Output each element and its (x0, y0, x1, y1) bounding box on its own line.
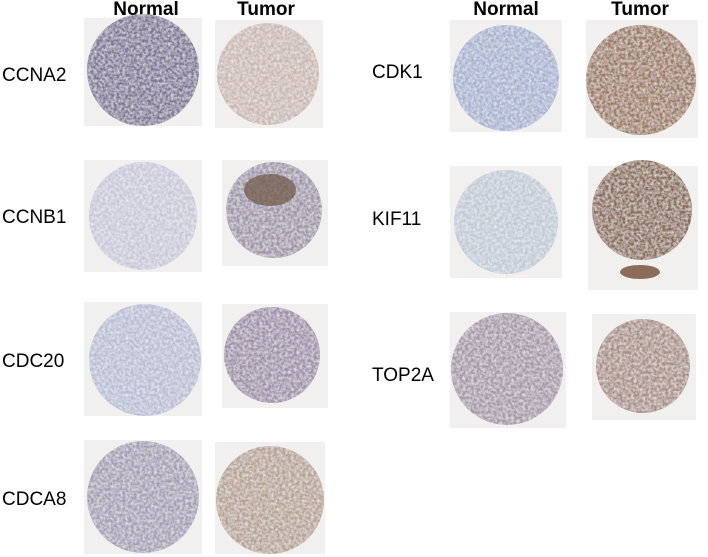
column-header: Tumor (237, 0, 295, 20)
tissue-core (592, 160, 692, 260)
tissue-core (453, 25, 559, 131)
tissue-core (87, 14, 199, 126)
tissue-core (217, 23, 319, 125)
tissue-images (84, 14, 698, 554)
gene-label: CDCA8 (2, 489, 66, 510)
gene-label: TOP2A (372, 365, 434, 386)
gene-label: CCNB1 (2, 207, 66, 228)
tissue-core (89, 162, 197, 270)
gene-label: CDK1 (372, 62, 423, 83)
tissue-core (87, 441, 199, 553)
gene-label: KIF11 (372, 209, 421, 230)
tissue-fragment (620, 265, 660, 279)
column-header: Tumor (611, 0, 669, 20)
gene-label: CDC20 (2, 351, 64, 372)
column-header: Normal (113, 0, 178, 20)
tissue-core (451, 313, 563, 425)
tissue-core (224, 307, 320, 403)
tissue-core (586, 25, 696, 135)
tissue-core (216, 446, 324, 554)
column-header: Normal (473, 0, 538, 20)
stain (244, 174, 296, 206)
tissue-core (89, 304, 201, 416)
tissue-core (596, 319, 690, 413)
tissue-core (454, 170, 558, 274)
gene-label: CCNA2 (2, 65, 66, 86)
